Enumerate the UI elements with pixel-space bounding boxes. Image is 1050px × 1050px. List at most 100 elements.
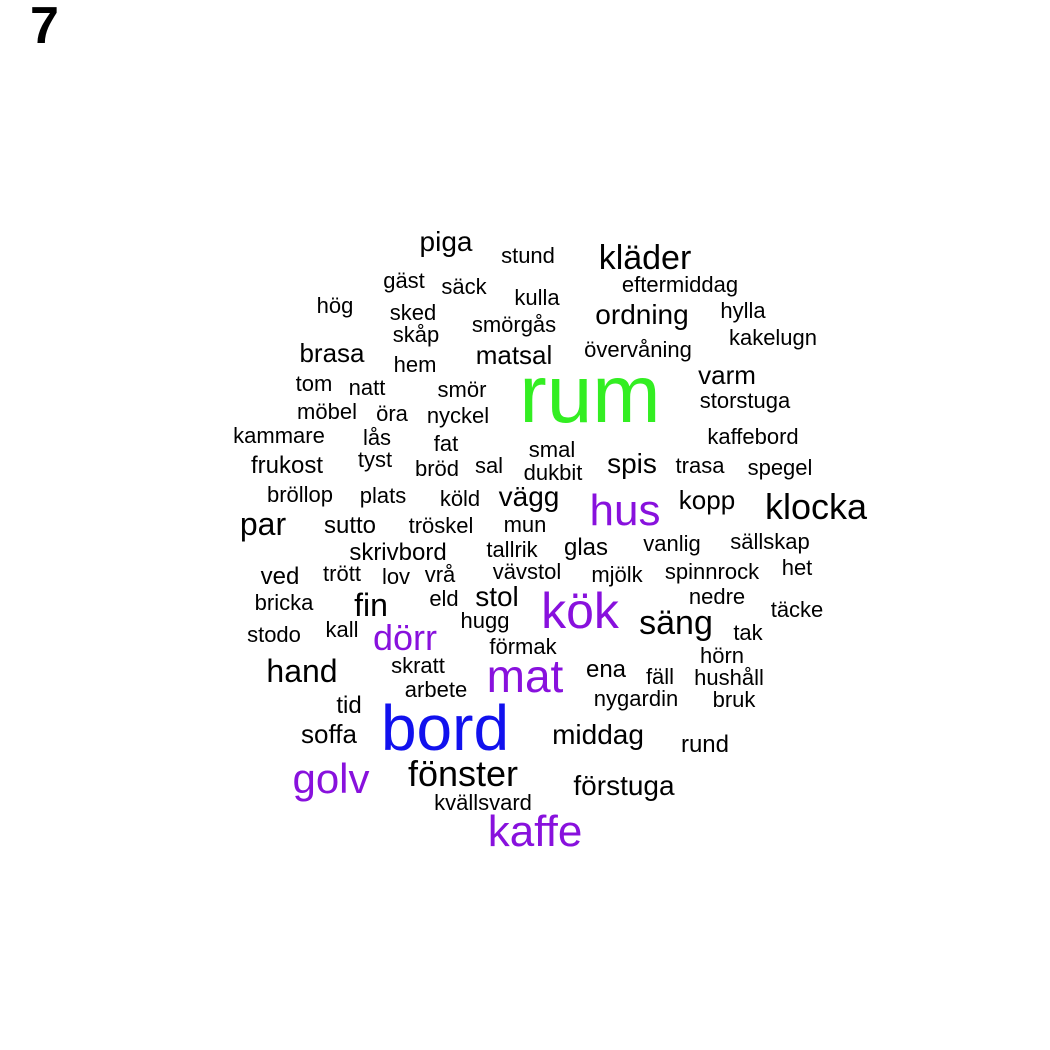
- word-16: fin: [354, 587, 388, 623]
- word-70: hem: [394, 352, 437, 377]
- word-48: het: [782, 555, 813, 580]
- word-17: ordning: [595, 299, 688, 330]
- word-75: kulla: [514, 285, 560, 310]
- word-44: trasa: [676, 453, 726, 478]
- word-22: matsal: [476, 340, 553, 370]
- word-38: hylla: [720, 298, 766, 323]
- word-34: tid: [336, 692, 361, 719]
- word-64: smal: [529, 437, 575, 462]
- word-83: tyst: [358, 447, 392, 472]
- word-54: hushåll: [694, 665, 764, 690]
- word-86: trött: [323, 561, 361, 586]
- word-87: lov: [382, 564, 410, 589]
- word-77: tom: [296, 371, 333, 396]
- word-9: fönster: [408, 753, 518, 794]
- word-8: klocka: [765, 486, 868, 527]
- word-11: säng: [639, 604, 713, 642]
- word-43: spegel: [748, 455, 813, 480]
- word-40: övervåning: [584, 337, 692, 362]
- word-39: kakelugn: [729, 325, 817, 350]
- word-69: smör: [438, 377, 487, 402]
- word-46: vanlig: [643, 531, 700, 556]
- word-10: kläder: [599, 239, 692, 277]
- word-24: varm: [698, 360, 756, 390]
- panel-label: 7: [30, 0, 59, 55]
- word-37: eftermiddag: [622, 272, 738, 297]
- word-66: bröd: [415, 456, 459, 481]
- word-60: mun: [504, 512, 547, 537]
- word-96: arbete: [405, 677, 467, 702]
- word-62: köld: [440, 486, 480, 511]
- word-81: kammare: [233, 423, 325, 448]
- word-61: tröskel: [409, 513, 474, 538]
- word-79: möbel: [297, 399, 357, 424]
- word-15: förstuga: [573, 770, 675, 801]
- word-13: par: [240, 506, 287, 542]
- word-3: mat: [487, 650, 564, 702]
- word-56: nygardin: [594, 686, 678, 711]
- word-85: plats: [360, 483, 406, 508]
- word-33: rund: [681, 731, 729, 758]
- word-31: frukost: [251, 452, 323, 479]
- word-68: nyckel: [427, 403, 489, 428]
- word-41: storstuga: [700, 388, 791, 413]
- word-74: säck: [441, 274, 487, 299]
- word-51: tak: [733, 620, 763, 645]
- word-84: bröllop: [267, 482, 333, 507]
- word-93: kall: [325, 617, 358, 642]
- word-82: lås: [363, 425, 391, 450]
- word-78: natt: [349, 375, 386, 400]
- word-19: spis: [607, 448, 657, 479]
- word-45: sällskap: [730, 529, 809, 554]
- word-7: dörr: [373, 617, 437, 658]
- word-6: kaffe: [488, 807, 583, 856]
- word-80: öra: [376, 401, 409, 426]
- word-1: bord: [381, 692, 509, 764]
- word-90: eld: [429, 586, 458, 611]
- word-89: bricka: [255, 590, 314, 615]
- word-30: skrivbord: [349, 539, 446, 566]
- word-76: smörgås: [472, 312, 556, 337]
- word-71: skåp: [393, 322, 439, 347]
- word-5: golv: [292, 755, 369, 802]
- word-50: nedre: [689, 584, 745, 609]
- word-94: förmak: [489, 634, 557, 659]
- word-32: ved: [261, 563, 300, 590]
- word-67: fat: [434, 431, 458, 456]
- word-49: täcke: [771, 597, 824, 622]
- word-65: sal: [475, 453, 503, 478]
- word-42: kaffebord: [707, 424, 798, 449]
- word-88: vrå: [425, 562, 456, 587]
- word-97: kvällsvard: [434, 790, 532, 815]
- word-25: kopp: [679, 485, 735, 515]
- word-55: bruk: [713, 687, 757, 712]
- word-52: hörn: [700, 643, 744, 668]
- word-63: dukbit: [524, 460, 583, 485]
- word-58: vävstol: [493, 559, 561, 584]
- word-73: gäst: [383, 268, 425, 293]
- word-72: sked: [390, 300, 436, 325]
- word-0: rum: [519, 349, 660, 440]
- word-23: brasa: [299, 338, 365, 368]
- word-18: piga: [420, 226, 473, 257]
- word-95: skratt: [391, 653, 445, 678]
- word-2: kök: [541, 583, 620, 639]
- word-28: glas: [564, 534, 608, 561]
- word-29: sutto: [324, 512, 376, 539]
- word-53: fäll: [646, 664, 674, 689]
- word-91: hugg: [461, 608, 510, 633]
- word-20: vägg: [499, 481, 560, 512]
- word-59: tallrik: [486, 537, 538, 562]
- word-21: stol: [475, 581, 519, 612]
- word-36: stund: [501, 243, 555, 268]
- word-12: hand: [266, 653, 337, 689]
- word-4: hus: [590, 486, 661, 535]
- word-35: hög: [317, 293, 354, 318]
- word-26: soffa: [301, 719, 357, 749]
- word-14: middag: [552, 719, 644, 750]
- word-27: ena: [586, 656, 627, 683]
- word-47: spinnrock: [665, 559, 760, 584]
- word-57: mjölk: [591, 562, 643, 587]
- word-92: stodo: [247, 622, 301, 647]
